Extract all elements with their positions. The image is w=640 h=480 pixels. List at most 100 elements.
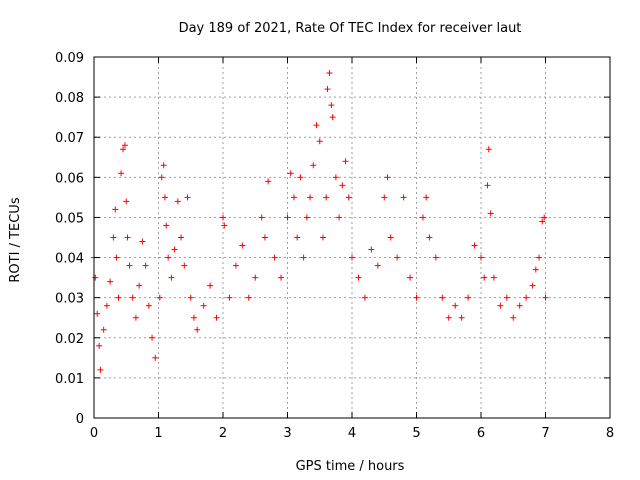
data-point bbox=[349, 254, 355, 261]
data-point bbox=[336, 214, 343, 221]
data-point bbox=[400, 194, 407, 201]
data-point bbox=[394, 254, 401, 261]
y-tick-label: 0 bbox=[76, 412, 84, 427]
data-point bbox=[271, 254, 278, 261]
y-tick-label: 0.05 bbox=[55, 211, 84, 226]
data-point bbox=[387, 234, 394, 241]
data-point bbox=[439, 294, 446, 301]
data-point bbox=[423, 194, 430, 201]
data-point bbox=[129, 294, 136, 301]
data-point bbox=[316, 138, 323, 145]
data-point bbox=[115, 294, 122, 301]
data-point bbox=[490, 274, 497, 281]
data-point bbox=[419, 214, 426, 221]
data-point bbox=[339, 182, 346, 189]
data-point bbox=[158, 174, 165, 181]
data-point bbox=[136, 282, 143, 289]
x-axis-label: GPS time / hours bbox=[296, 459, 405, 474]
data-point bbox=[174, 198, 181, 205]
data-point bbox=[381, 194, 388, 201]
data-point bbox=[432, 254, 439, 261]
data-point bbox=[160, 162, 167, 169]
data-point bbox=[171, 246, 178, 253]
x-tick-label: 3 bbox=[283, 426, 291, 441]
data-point bbox=[126, 262, 133, 269]
data-point bbox=[310, 162, 317, 169]
x-tick-label: 4 bbox=[348, 426, 356, 441]
data-point bbox=[121, 142, 128, 149]
y-tick-label: 0.08 bbox=[55, 91, 84, 106]
data-point bbox=[132, 314, 139, 321]
data-point bbox=[187, 294, 194, 301]
data-point bbox=[294, 234, 301, 241]
data-point bbox=[458, 314, 465, 321]
y-tick-label: 0.01 bbox=[55, 372, 84, 387]
data-point bbox=[541, 214, 548, 221]
data-point bbox=[200, 302, 207, 309]
data-point bbox=[510, 314, 517, 321]
data-point bbox=[413, 294, 420, 301]
x-tick-labels: 0 1 2 3 4 5 6 7 8 bbox=[90, 426, 614, 441]
data-point bbox=[323, 194, 330, 201]
data-point bbox=[324, 86, 331, 93]
data-point bbox=[290, 194, 297, 201]
x-tick-label: 8 bbox=[606, 426, 614, 441]
data-point bbox=[220, 214, 226, 221]
data-point bbox=[407, 274, 414, 281]
data-point bbox=[374, 262, 381, 269]
data-point bbox=[107, 278, 114, 285]
data-point bbox=[152, 354, 159, 361]
data-point bbox=[328, 102, 335, 109]
data-point bbox=[118, 170, 125, 177]
data-point bbox=[485, 146, 492, 153]
data-point bbox=[252, 274, 259, 281]
data-point bbox=[300, 254, 307, 261]
data-point bbox=[161, 194, 168, 201]
data-point bbox=[245, 294, 252, 301]
x-tick-label: 2 bbox=[219, 426, 227, 441]
data-point bbox=[184, 194, 191, 201]
data-point bbox=[532, 266, 539, 273]
data-point bbox=[542, 294, 549, 301]
grid-lines bbox=[94, 57, 610, 418]
data-point bbox=[145, 302, 152, 309]
x-tick-label: 7 bbox=[541, 426, 549, 441]
data-point bbox=[319, 234, 326, 241]
data-points bbox=[91, 70, 549, 373]
data-point bbox=[110, 234, 117, 241]
data-point bbox=[261, 234, 268, 241]
data-point bbox=[178, 234, 185, 241]
y-tick-label: 0.04 bbox=[55, 252, 84, 267]
x-tick-label: 1 bbox=[154, 426, 162, 441]
y-tick-label: 0.06 bbox=[55, 171, 84, 186]
data-point bbox=[484, 182, 491, 189]
data-point bbox=[471, 242, 478, 249]
data-point bbox=[326, 70, 333, 77]
data-point bbox=[97, 366, 104, 373]
data-point bbox=[221, 222, 228, 229]
axis-ticks bbox=[93, 56, 611, 419]
y-tick-label: 0.03 bbox=[55, 292, 84, 307]
data-point bbox=[190, 314, 197, 321]
y-tick-labels: 0 0.01 0.02 0.03 0.04 0.05 0.06 0.07 0.08 0.09 bbox=[55, 51, 84, 427]
data-point bbox=[503, 294, 510, 301]
data-point bbox=[278, 274, 285, 281]
data-point bbox=[426, 234, 433, 241]
data-point bbox=[384, 174, 391, 181]
y-tick-label: 0.02 bbox=[55, 332, 84, 347]
data-point bbox=[529, 282, 536, 289]
y-tick-label: 0.09 bbox=[55, 51, 84, 66]
data-point bbox=[194, 326, 201, 333]
data-point bbox=[539, 218, 546, 225]
data-point bbox=[313, 122, 320, 129]
data-point bbox=[516, 302, 523, 309]
x-tick-label: 0 bbox=[90, 426, 98, 441]
data-point bbox=[149, 334, 156, 341]
data-point bbox=[213, 314, 220, 321]
data-point bbox=[103, 302, 110, 309]
data-point bbox=[165, 254, 172, 261]
data-point bbox=[445, 314, 452, 321]
data-point bbox=[181, 262, 188, 269]
data-point bbox=[297, 174, 304, 181]
